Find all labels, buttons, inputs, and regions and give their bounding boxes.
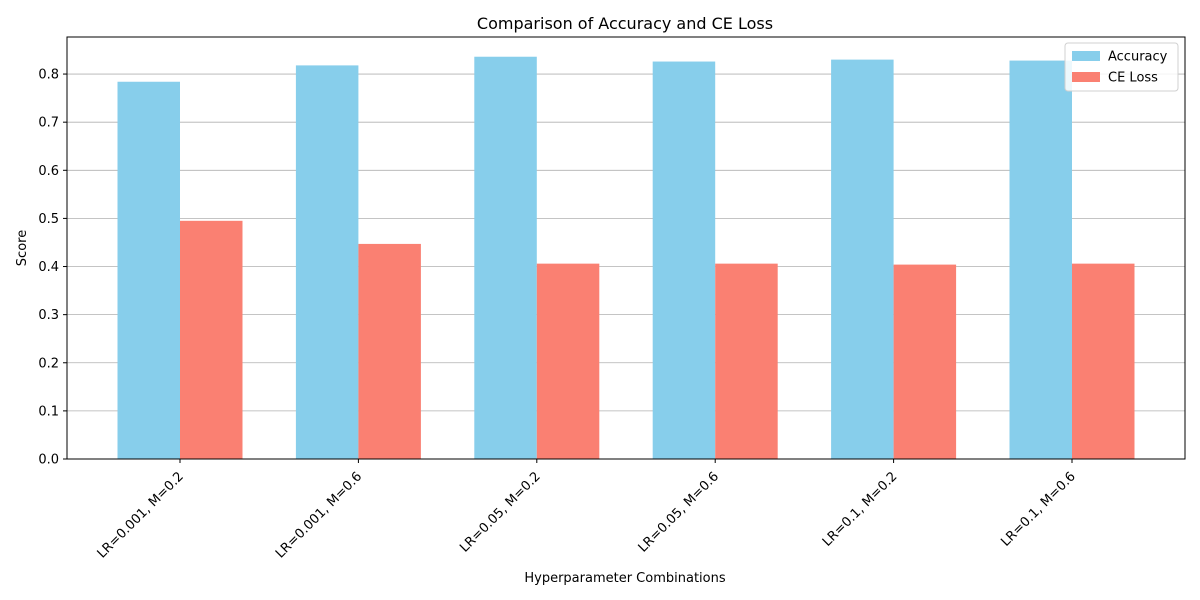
y-tick-label: 0.5 [38,212,59,227]
bar-ce-loss [1072,263,1135,459]
bar-accuracy [1009,60,1072,460]
legend-label: Accuracy [1108,50,1168,65]
bar-ce-loss [358,243,421,459]
legend-swatch [1072,72,1100,82]
bar-ce-loss [893,264,957,459]
y-tick-label: 0.7 [38,116,59,131]
legend: Accuracy CE Loss [1064,42,1179,92]
bar-accuracy [117,81,180,460]
x-axis-title: Hyperparameter Combinations [524,571,725,586]
bar-ce-loss [180,220,243,459]
bar-accuracy [652,61,716,460]
bar-accuracy [474,56,537,460]
bars [117,56,1135,460]
bar-ce-loss [715,263,778,459]
bar-accuracy [831,59,894,460]
bar-accuracy [295,65,359,460]
chart-title: Comparison of Accuracy and CE Loss [477,14,773,33]
plot-frame [66,36,1186,460]
y-axis-title: Score [15,230,30,266]
legend-label: CE Loss [1108,71,1158,86]
legend-swatch [1072,51,1100,61]
y-tick-label: 0.3 [38,308,59,323]
y-tick-label: 0.1 [38,404,59,419]
y-tick-label: 0.8 [38,68,59,83]
bar-ce-loss [536,263,600,459]
y-tick-label: 0.2 [38,356,59,371]
y-tick-label: 0.4 [38,260,59,275]
y-tick-label: 0.6 [38,164,59,179]
y-tick-label: 0.0 [38,453,59,468]
